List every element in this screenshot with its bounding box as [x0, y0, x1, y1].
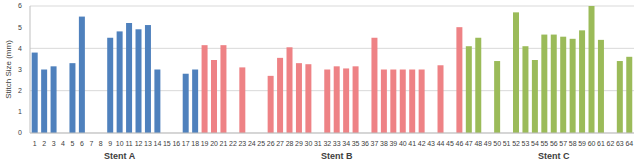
svg-text:57: 57	[559, 140, 567, 147]
svg-text:6: 6	[80, 140, 84, 147]
svg-text:Stent A: Stent A	[104, 151, 136, 161]
svg-text:4: 4	[18, 45, 22, 52]
svg-text:43: 43	[427, 140, 435, 147]
svg-text:48: 48	[474, 140, 482, 147]
svg-text:2: 2	[18, 87, 22, 94]
svg-text:38: 38	[380, 140, 388, 147]
svg-text:64: 64	[625, 140, 632, 147]
svg-text:2: 2	[42, 140, 46, 147]
svg-text:11: 11	[125, 140, 132, 147]
svg-text:19: 19	[201, 140, 209, 147]
svg-text:40: 40	[399, 140, 407, 147]
svg-text:34: 34	[342, 140, 350, 147]
svg-text:21: 21	[220, 140, 228, 147]
svg-text:0: 0	[18, 129, 22, 136]
svg-text:39: 39	[389, 140, 397, 147]
svg-text:1: 1	[33, 140, 37, 147]
svg-text:17: 17	[182, 140, 190, 147]
svg-text:15: 15	[163, 140, 171, 147]
svg-text:52: 52	[512, 140, 520, 147]
svg-text:42: 42	[418, 140, 426, 147]
svg-text:56: 56	[550, 140, 558, 147]
svg-text:27: 27	[276, 140, 284, 147]
svg-text:32: 32	[323, 140, 331, 147]
svg-text:8: 8	[99, 140, 103, 147]
svg-text:61: 61	[597, 140, 605, 147]
svg-text:26: 26	[267, 140, 275, 147]
svg-text:41: 41	[408, 140, 416, 147]
svg-text:Stent B: Stent B	[321, 151, 353, 161]
svg-text:62: 62	[607, 140, 615, 147]
svg-text:5: 5	[71, 140, 75, 147]
svg-text:46: 46	[456, 140, 464, 147]
svg-text:12: 12	[135, 140, 143, 147]
svg-text:59: 59	[578, 140, 586, 147]
svg-text:6: 6	[18, 2, 22, 9]
svg-text:Stent C: Stent C	[538, 151, 570, 161]
svg-text:3: 3	[52, 140, 56, 147]
svg-text:54: 54	[531, 140, 539, 147]
svg-text:9: 9	[108, 140, 112, 147]
svg-text:29: 29	[295, 140, 303, 147]
svg-text:51: 51	[503, 140, 511, 147]
svg-text:45: 45	[446, 140, 454, 147]
svg-text:22: 22	[229, 140, 237, 147]
svg-text:53: 53	[522, 140, 530, 147]
svg-text:60: 60	[588, 140, 596, 147]
svg-text:4: 4	[61, 140, 65, 147]
svg-text:58: 58	[569, 140, 577, 147]
svg-text:36: 36	[361, 140, 369, 147]
svg-text:49: 49	[484, 140, 492, 147]
svg-text:18: 18	[191, 140, 199, 147]
svg-text:7: 7	[89, 140, 93, 147]
svg-text:30: 30	[305, 140, 313, 147]
svg-text:47: 47	[465, 140, 473, 147]
svg-text:Stitch Size (mm): Stitch Size (mm)	[8, 40, 13, 99]
svg-text:33: 33	[333, 140, 341, 147]
svg-text:28: 28	[286, 140, 294, 147]
svg-text:13: 13	[144, 140, 152, 147]
svg-text:50: 50	[493, 140, 501, 147]
svg-text:37: 37	[371, 140, 379, 147]
svg-text:25: 25	[257, 140, 265, 147]
svg-text:14: 14	[154, 140, 162, 147]
svg-text:44: 44	[437, 140, 445, 147]
svg-text:63: 63	[616, 140, 624, 147]
svg-text:35: 35	[352, 140, 360, 147]
svg-text:10: 10	[116, 140, 124, 147]
svg-text:3: 3	[18, 66, 22, 73]
svg-text:31: 31	[314, 140, 322, 147]
svg-text:16: 16	[172, 140, 180, 147]
svg-text:55: 55	[540, 140, 548, 147]
svg-text:23: 23	[238, 140, 246, 147]
svg-text:24: 24	[248, 140, 256, 147]
svg-text:20: 20	[210, 140, 218, 147]
svg-text:5: 5	[18, 24, 22, 31]
svg-text:1: 1	[18, 108, 22, 115]
